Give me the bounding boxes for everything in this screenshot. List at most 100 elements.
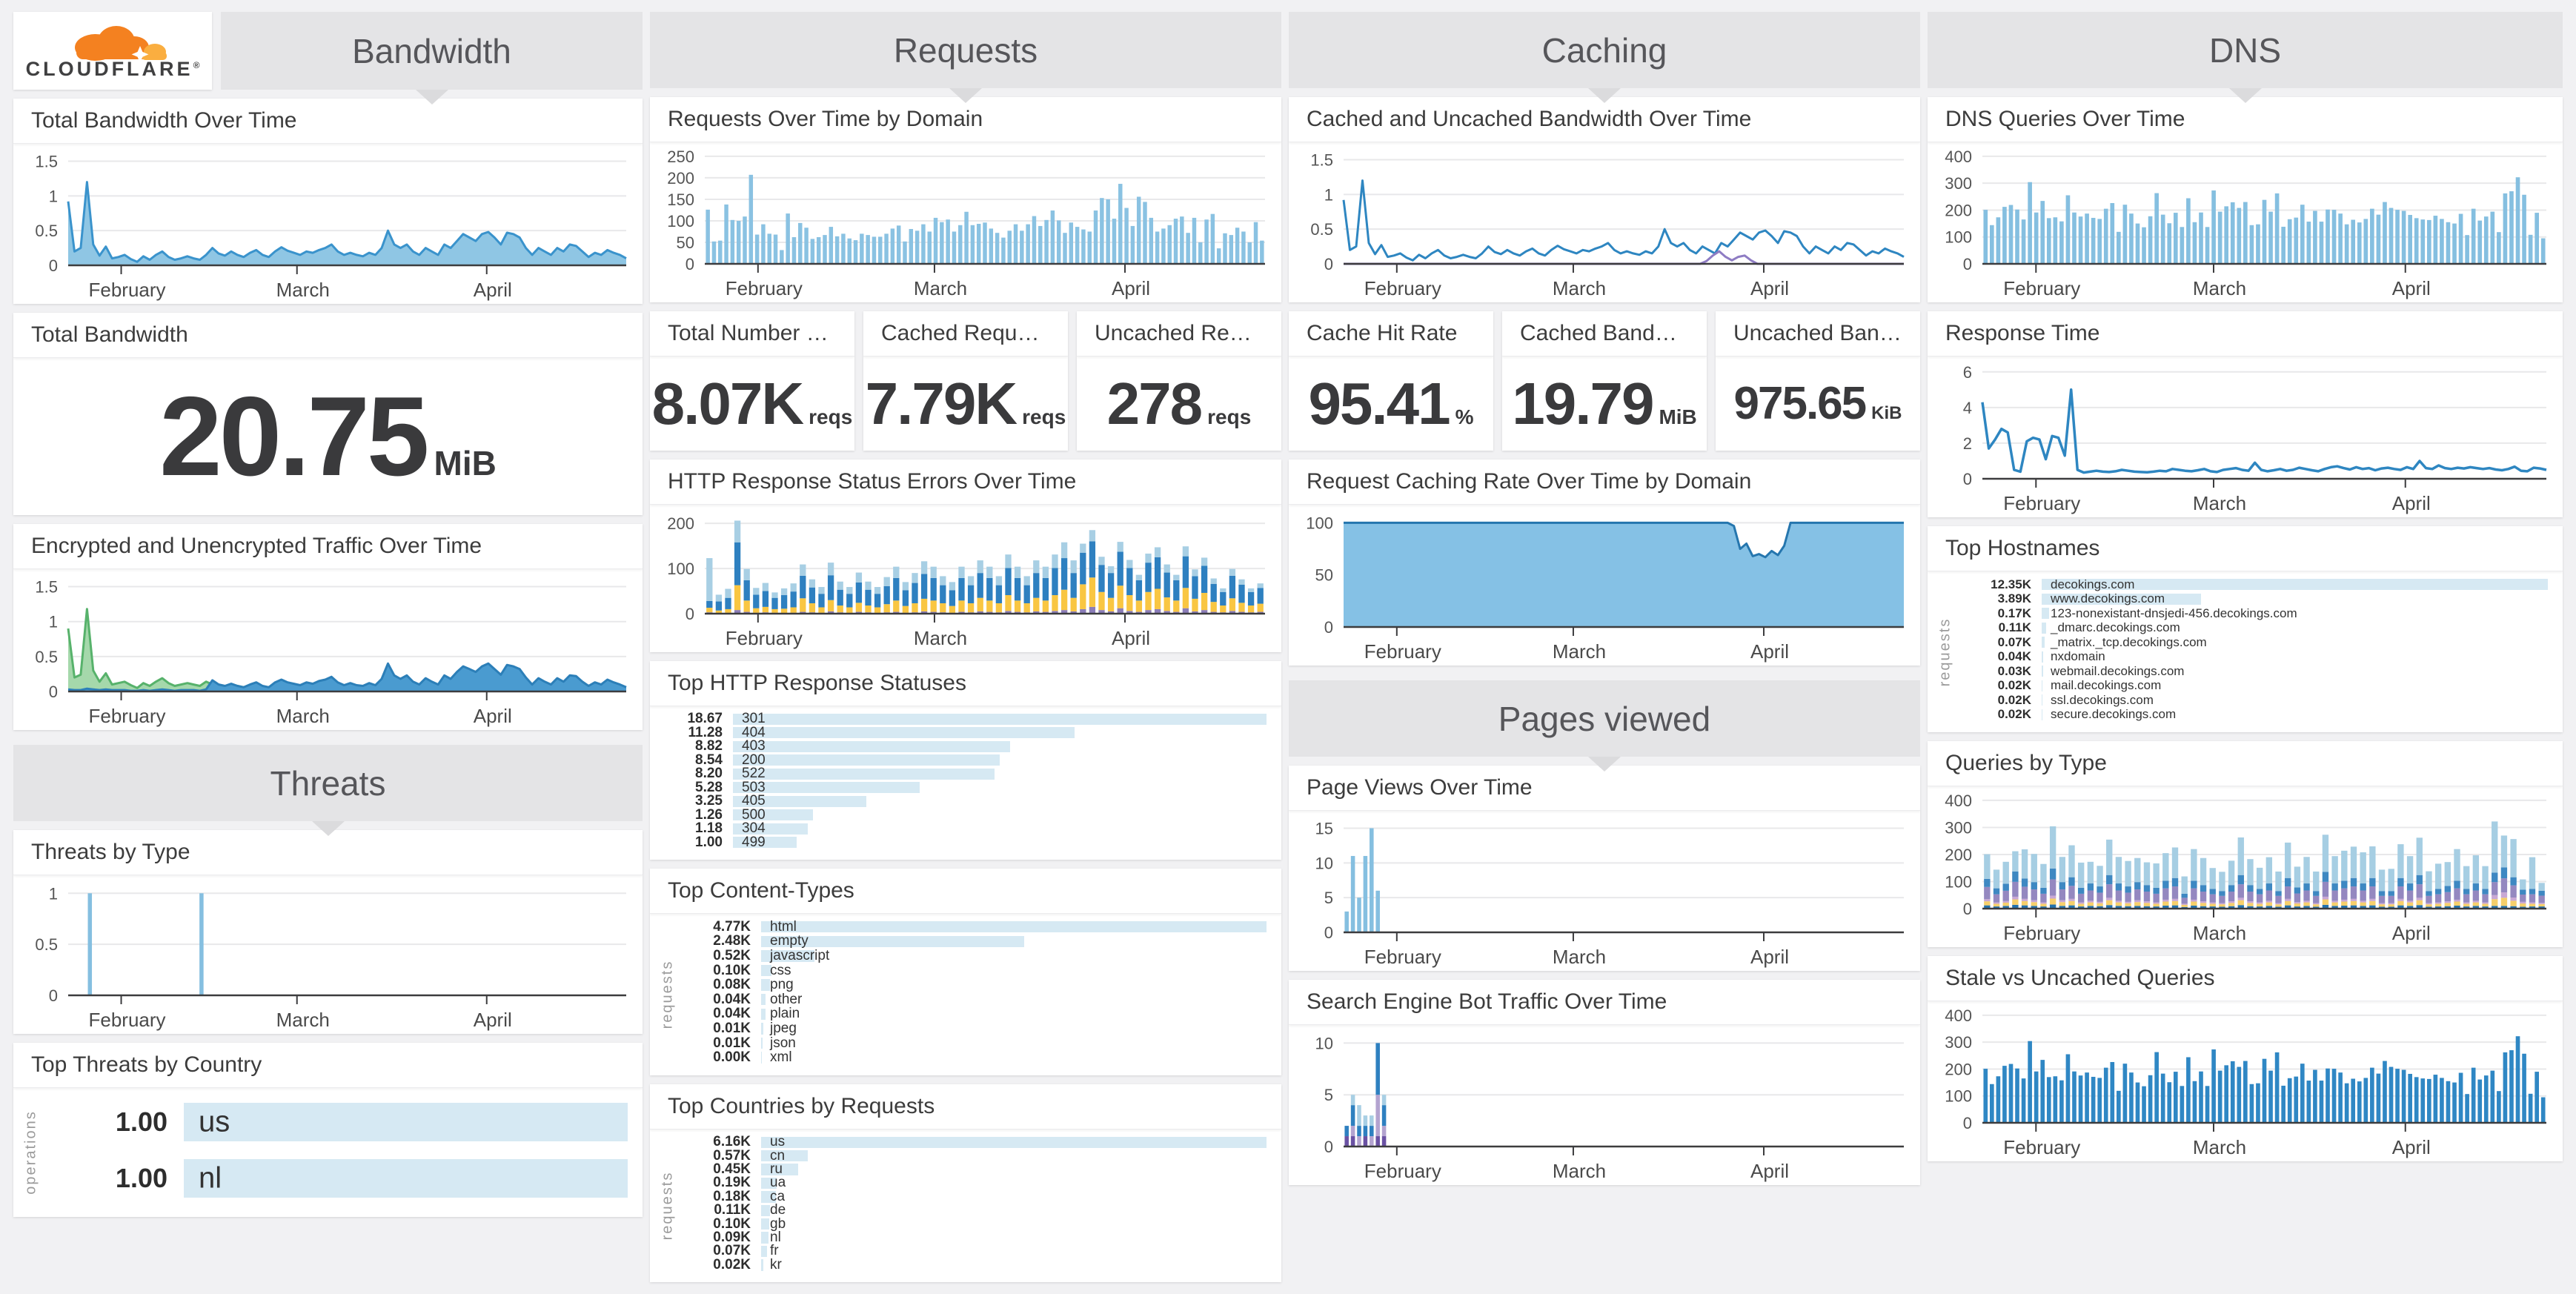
svg-text:April: April <box>474 1009 512 1031</box>
card-cached-requests: Cached Requests 7.79K reqs <box>863 311 1068 451</box>
list-item[interactable]: 5.28 503 <box>657 780 1267 795</box>
list-item[interactable]: 0.45K ru <box>686 1161 1267 1177</box>
list-item[interactable]: 0.08K png <box>713 977 794 993</box>
svg-text:March: March <box>276 1009 330 1031</box>
list-item[interactable]: 1.00 us <box>49 1095 628 1149</box>
list-item[interactable]: 0.01K json <box>713 1035 796 1051</box>
svg-text:February: February <box>1364 640 1441 663</box>
card-http-errors: HTTP Response Status Errors Over Time 0 1… <box>650 459 1281 652</box>
list-item[interactable]: 0.02K ssl.decokings.com <box>1997 692 2154 707</box>
list-item[interactable]: 0.57K cn <box>686 1148 1267 1164</box>
list-item[interactable]: 1.00 nl <box>49 1151 628 1206</box>
svg-text:March: March <box>2193 1136 2246 1158</box>
requests-over-time-chart[interactable]: 0 50 100 150 200 250 February March April <box>650 142 1281 302</box>
axis-label: operations <box>22 1110 39 1195</box>
section-header-bandwidth: Bandwidth <box>221 12 643 104</box>
list-item[interactable]: 0.03K webmail.decokings.com <box>1997 663 2185 678</box>
cloudflare-logo: CLOUDFLARE® <box>13 12 212 90</box>
list-item[interactable]: 0.17K 123-nonexistant-dnsjedi-456.decokin… <box>1997 605 2297 620</box>
list-item[interactable]: 0.07K _matrix._tcp.decokings.com <box>1997 634 2207 649</box>
svg-text:0.5: 0.5 <box>1310 220 1333 239</box>
list-item[interactable]: 0.18K ca <box>713 1188 786 1204</box>
svg-text:0: 0 <box>1324 618 1333 637</box>
list-item[interactable]: 3.89K www.decokings.com <box>1963 591 2548 605</box>
stale-uncached-queries-chart[interactable]: 0 100 200 300 400 February March April <box>1928 1001 2563 1161</box>
svg-text:400: 400 <box>1945 792 1972 810</box>
svg-text:February: February <box>89 279 166 301</box>
list-item[interactable]: 0.01K jpeg <box>713 1020 797 1036</box>
card-response-time: Response Time 0 2 4 6 February March April <box>1928 311 2563 517</box>
list-item[interactable]: 0.02K kr <box>713 1256 782 1273</box>
list-item[interactable]: 0.11K de <box>714 1202 786 1218</box>
list-item[interactable]: 0.52K javascript <box>713 947 830 963</box>
dns-queries-chart[interactable]: 0 100 200 300 400 February March April <box>1928 142 2563 302</box>
list-item[interactable]: 0.07K fr <box>713 1243 779 1259</box>
chart-title: Cached and Uncached Bandwidth Over Time <box>1289 97 1920 142</box>
svg-text:200: 200 <box>667 514 694 533</box>
svg-text:6: 6 <box>1963 363 1972 382</box>
top-threats-by-country-list[interactable]: operations 1.00 us 1.00 nl <box>13 1088 643 1217</box>
bot-traffic-chart[interactable]: 0 5 10 February March April <box>1289 1025 1920 1185</box>
list-item[interactable]: 0.04K plain <box>713 1006 800 1022</box>
svg-text:February: February <box>726 627 803 649</box>
list-item[interactable]: 0.19K ua <box>713 1175 786 1191</box>
list-item[interactable]: 0.04K other <box>713 991 803 1007</box>
list-item[interactable]: 8.82 403 <box>657 738 1267 754</box>
page-views-chart[interactable]: 0 5 10 15 February March April <box>1289 811 1920 971</box>
svg-text:March: March <box>2193 922 2246 944</box>
caching-rate-chart[interactable]: 0 50 100 February March April <box>1289 505 1920 666</box>
response-time-chart[interactable]: 0 2 4 6 February March April <box>1928 356 2563 517</box>
svg-text:March: March <box>276 279 330 301</box>
list-item[interactable]: 18.67 301 <box>657 711 1267 726</box>
top-http-response-statuses-list[interactable]: 18.67 301 11.28 404 8.82 403 8.54 200 8.20 522 5.2… <box>650 706 1281 860</box>
top-content-types-list[interactable]: requests 4.77K html 2.48K empty 0.52K javascri… <box>650 914 1281 1075</box>
svg-text:100: 100 <box>667 212 694 230</box>
encrypted-traffic-chart[interactable]: 0 0.5 1 1.5 February March April <box>13 569 643 730</box>
threats-by-type-chart[interactable]: 0 0.5 1 February March April <box>13 875 643 1034</box>
svg-text:200: 200 <box>1945 846 1972 864</box>
list-item[interactable]: 0.10K css <box>713 962 791 978</box>
http-errors-chart[interactable]: 0 100 200 February March April <box>650 505 1281 652</box>
top-hostnames-list[interactable]: requests 12.35K decokings.com 3.89K www.deco… <box>1928 571 2563 732</box>
list-item[interactable]: 12.35K decokings.com <box>1963 577 2548 591</box>
list-item[interactable]: 0.04K nxdomain <box>1997 649 2105 664</box>
svg-text:300: 300 <box>1945 174 1972 193</box>
svg-text:February: February <box>726 277 803 299</box>
caching-stats-row: Cache Hit Rate 95.41% Cached Bandwidth 1… <box>1289 311 1920 451</box>
cached-uncached-bandwidth-chart[interactable]: 0 0.5 1 1.5 February March April <box>1289 142 1920 302</box>
list-item[interactable]: 11.28 404 <box>657 725 1267 740</box>
queries-by-type-chart[interactable]: 0 100 200 300 400 February March April <box>1928 786 2563 947</box>
list-item[interactable]: 0.02K secure.decokings.com <box>1997 707 2177 722</box>
list-item[interactable]: 6.16K us <box>686 1134 1267 1149</box>
list-item[interactable]: 1.26 500 <box>657 807 1267 823</box>
list-item[interactable]: 2.48K empty <box>686 933 1267 949</box>
list-item[interactable]: 4.77K html <box>686 919 1267 935</box>
card-stale-uncached-queries: Stale vs Uncached Queries 0 100 200 300 400 F… <box>1928 956 2563 1161</box>
svg-text:February: February <box>2003 1136 2080 1158</box>
list-item[interactable]: 1.00 499 <box>657 835 1267 850</box>
list-item[interactable]: 0.02K mail.decokings.com <box>1997 678 2162 693</box>
svg-text:0: 0 <box>686 605 694 623</box>
svg-text:1: 1 <box>49 884 58 903</box>
svg-text:4: 4 <box>1963 399 1972 417</box>
list-item[interactable]: 0.10K gb <box>713 1215 786 1232</box>
svg-text:February: February <box>2003 277 2080 299</box>
svg-text:March: March <box>2193 492 2246 514</box>
svg-text:1.5: 1.5 <box>35 578 58 597</box>
list-title: Top Content-Types <box>650 869 1281 914</box>
list-item[interactable]: 0.11K _dmarc.decokings.com <box>1998 620 2180 635</box>
list-item[interactable]: 8.54 200 <box>657 752 1267 768</box>
svg-text:300: 300 <box>1945 1033 1972 1052</box>
list-item[interactable]: 0.00K xml <box>713 1049 792 1066</box>
svg-text:April: April <box>1112 627 1150 649</box>
stat-title: Cache Hit Rate <box>1289 311 1493 356</box>
svg-text:April: April <box>1112 277 1150 299</box>
section-header-caching: Caching <box>1289 12 1920 103</box>
list-item[interactable]: 0.09K nl <box>713 1230 781 1246</box>
top-countries-list[interactable]: requests 6.16K us 0.57K cn 0.45K ru 0.19K ua 0.18… <box>650 1129 1281 1282</box>
stat-title: Uncached Requests <box>1077 311 1281 356</box>
list-item[interactable]: 1.18 304 <box>657 820 1267 836</box>
list-item[interactable]: 3.25 405 <box>657 793 1267 809</box>
bandwidth-over-time-chart[interactable]: 0 0.5 1 1.5 February March April <box>13 144 643 304</box>
list-item[interactable]: 8.20 522 <box>657 766 1267 781</box>
